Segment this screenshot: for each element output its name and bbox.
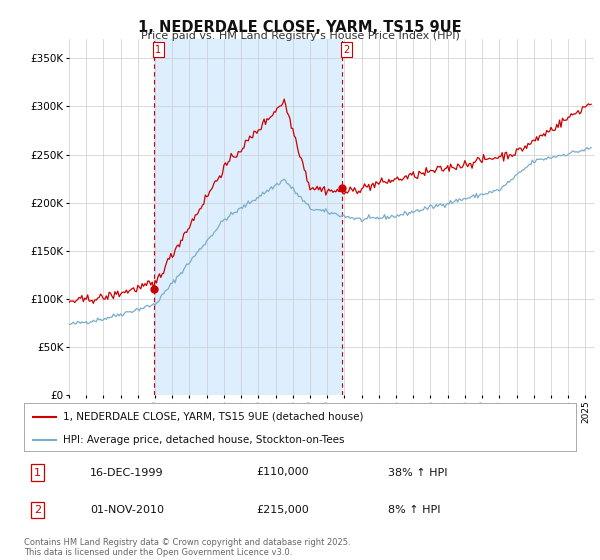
Text: 1, NEDERDALE CLOSE, YARM, TS15 9UE: 1, NEDERDALE CLOSE, YARM, TS15 9UE: [138, 20, 462, 35]
Text: £215,000: £215,000: [256, 505, 308, 515]
Text: 1: 1: [34, 468, 41, 478]
Text: 8% ↑ HPI: 8% ↑ HPI: [388, 505, 441, 515]
Text: 01-NOV-2010: 01-NOV-2010: [90, 505, 164, 515]
Text: 16-DEC-1999: 16-DEC-1999: [90, 468, 164, 478]
Text: HPI: Average price, detached house, Stockton-on-Tees: HPI: Average price, detached house, Stoc…: [62, 435, 344, 445]
Text: 2: 2: [343, 45, 350, 54]
Text: 2: 2: [34, 505, 41, 515]
Text: 38% ↑ HPI: 38% ↑ HPI: [388, 468, 448, 478]
Bar: [154, 39, 341, 395]
Text: 1, NEDERDALE CLOSE, YARM, TS15 9UE (detached house): 1, NEDERDALE CLOSE, YARM, TS15 9UE (deta…: [62, 412, 363, 422]
Text: Price paid vs. HM Land Registry's House Price Index (HPI): Price paid vs. HM Land Registry's House …: [140, 31, 460, 41]
Text: 1: 1: [155, 45, 161, 54]
Text: £110,000: £110,000: [256, 468, 308, 478]
Text: Contains HM Land Registry data © Crown copyright and database right 2025.
This d: Contains HM Land Registry data © Crown c…: [24, 538, 350, 557]
